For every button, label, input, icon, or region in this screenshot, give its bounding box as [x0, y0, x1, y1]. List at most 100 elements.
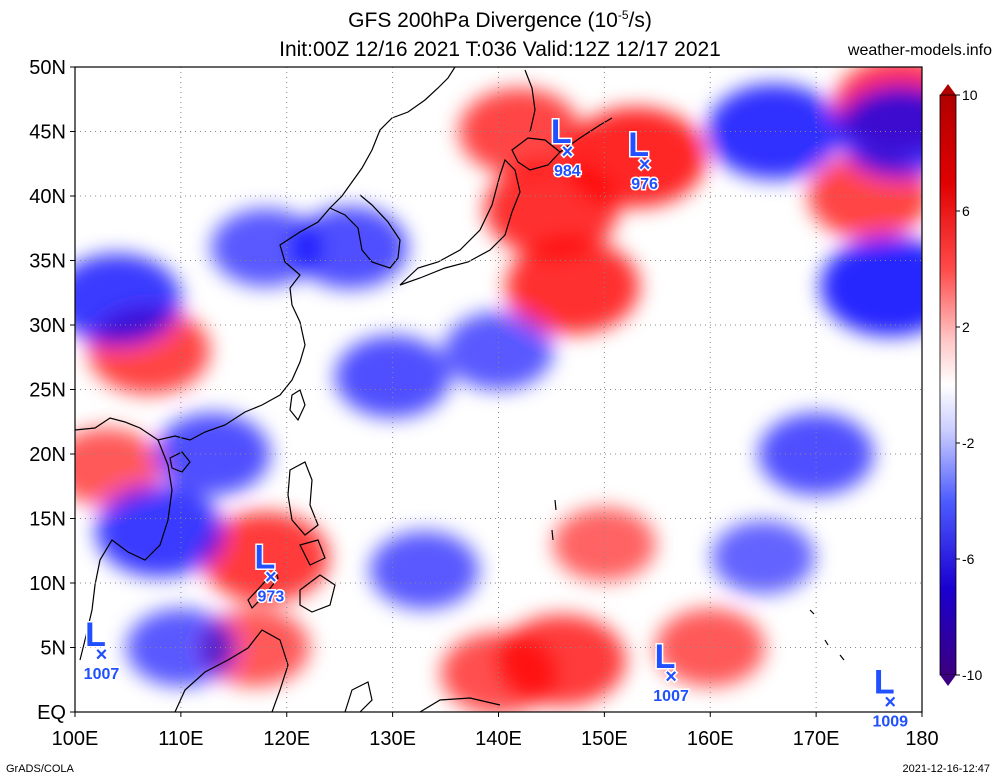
lat-tick-label: 10N [29, 573, 66, 595]
negative-divergence-area [292, 206, 408, 289]
colorbar-label: 10 [962, 87, 978, 103]
colorbar-label: 6 [962, 203, 970, 219]
colorbar-labels: 10 6 2 -2 -6 -10 [956, 87, 982, 683]
taiwan-coastline [289, 389, 306, 422]
title-units: /s) [628, 9, 652, 32]
divergence-field [75, 67, 922, 712]
negative-divergence-area [210, 208, 321, 287]
lon-tick-label: 180 [905, 728, 938, 750]
low-pressure-marker: L×1009 [871, 662, 910, 732]
low-pressure-marker: L×973 [253, 537, 286, 607]
palawan-coastline [247, 568, 279, 610]
low-pressure-marker: L×1007 [652, 636, 691, 706]
low-pressure-value: 973 [258, 589, 285, 606]
lat-tick-label: 30N [29, 315, 66, 337]
asia-coastline [75, 67, 456, 441]
hokkaido-coastline [511, 137, 561, 171]
low-symbol: L [551, 113, 572, 151]
lat-tick-label: 35N [29, 251, 66, 273]
positive-divergence-area [552, 507, 656, 582]
lat-tick-label: 5N [40, 638, 66, 660]
positive-divergence-area [201, 511, 330, 603]
negative-divergence-area [443, 311, 554, 390]
indochina-coastline [79, 439, 173, 661]
low-pressure-value: 1007 [653, 688, 689, 705]
lon-tick-label: 110E [158, 728, 203, 750]
render-timestamp: 2021-12-16-12:47 [902, 763, 990, 775]
borneo-coastline [174, 629, 289, 712]
graticule [75, 67, 922, 712]
lon-tick-label: 100E [52, 728, 99, 750]
positive-divergence-area [75, 427, 162, 506]
lat-tick-label: 50N [29, 57, 66, 79]
coastlines [75, 67, 845, 712]
map-axes: 100E 110E 120E 130E 140E 150E 160E 170E 180 EQ 5N 1… [29, 57, 938, 750]
low-center-mark: × [561, 141, 573, 163]
low-center-mark: × [884, 692, 896, 714]
negative-divergence-area [837, 85, 922, 178]
lon-tick-label: 150E [581, 728, 628, 750]
lat-tick-label: 15N [29, 509, 66, 531]
positive-divergence-area [458, 88, 581, 175]
divergence-blobs [75, 67, 922, 712]
low-symbol: L [874, 664, 895, 702]
luzon-coastline [287, 461, 319, 536]
colorbar-label: -2 [962, 435, 975, 451]
lat-tick-label: 45N [29, 122, 66, 144]
colorbar-gradient [939, 94, 957, 676]
new-guinea-coastline [419, 697, 501, 712]
low-pressure-marker: L×1007 [82, 614, 121, 684]
negative-divergence-area [95, 485, 224, 577]
chart-subtitle: Init:00Z 12/16 2021 T:036 Valid:12Z 12/1… [279, 38, 721, 61]
low-pressure-value: 1007 [84, 666, 120, 683]
lon-tick-label: 160E [687, 728, 734, 750]
negative-divergence-area [706, 83, 841, 180]
website-label: weather-models.info [847, 42, 992, 59]
low-center-mark: × [96, 644, 108, 666]
low-pressure-marker: L×984 [549, 111, 582, 181]
low-center-mark: × [665, 666, 677, 688]
positive-divergence-area [505, 238, 640, 335]
low-pressure-value: 984 [554, 163, 581, 180]
title-text: GFS 200hPa Divergence (10 [348, 9, 618, 32]
japan-coastline [399, 158, 521, 286]
mindanao-coastline [299, 574, 336, 613]
negative-divergence-area [758, 412, 874, 496]
low-pressure-value: 976 [631, 176, 658, 193]
low-symbol: L [254, 539, 275, 577]
low-center-mark: × [639, 154, 651, 176]
low-symbol: L [655, 638, 676, 676]
software-credit: GrADS/COLA [6, 763, 74, 775]
chart-title: GFS 200hPa Divergence (10-5/s) [0, 8, 1000, 33]
title-exponent: -5 [617, 8, 629, 22]
negative-divergence-area [820, 236, 922, 337]
korea-coastline [329, 194, 401, 269]
lat-tick-label: 40N [29, 186, 66, 208]
lon-tick-label: 140E [475, 728, 522, 750]
negative-divergence-area [369, 531, 479, 610]
lon-tick-label: 130E [369, 728, 416, 750]
colorbar: 10 6 2 -2 -6 -10 [939, 84, 982, 686]
low-symbol: L [85, 616, 106, 654]
lon-tick-label: 120E [263, 728, 310, 750]
hainan-coastline [169, 451, 191, 473]
negative-divergence-area [75, 253, 182, 345]
lat-tick-label: EQ [37, 702, 66, 724]
low-center-mark: × [265, 567, 277, 589]
mariana-islands [551, 499, 557, 541]
colorbar-label: -10 [962, 667, 982, 683]
marshall-islands [809, 609, 845, 661]
visayas-coastline [299, 539, 326, 566]
colorbar-bottom-cap [940, 675, 956, 686]
lon-tick-label: 170E [793, 728, 840, 750]
low-pressure-value: 1009 [872, 714, 908, 731]
sakhalin-coastline [524, 69, 536, 133]
negative-divergence-area [334, 335, 451, 418]
low-symbol: L [628, 126, 649, 164]
negative-divergence-area [711, 520, 815, 594]
lat-tick-label: 20N [29, 444, 66, 466]
sulawesi-coastline [344, 681, 373, 712]
lat-tick-label: 25N [29, 380, 66, 402]
